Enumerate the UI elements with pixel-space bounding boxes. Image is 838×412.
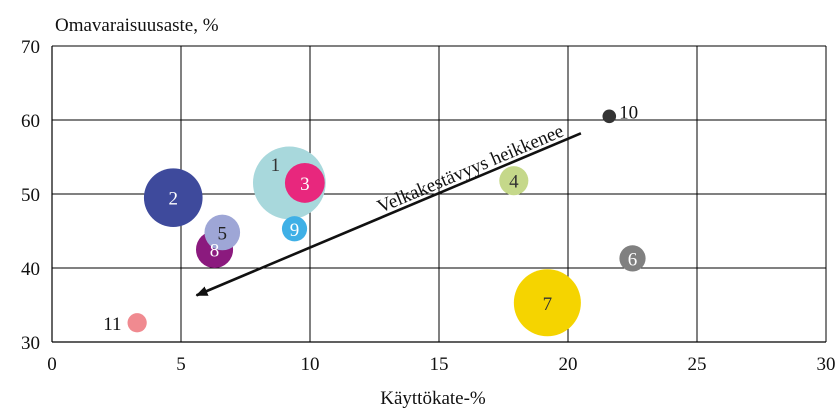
y-tick-label: 40 bbox=[21, 259, 40, 280]
bubble-label-1: 1 bbox=[271, 155, 281, 176]
bubble-series: 1 7 2 3 85 4 6 9 11 10 bbox=[103, 102, 646, 337]
bubble-6 bbox=[619, 245, 646, 272]
y-tick-label: 30 bbox=[21, 333, 40, 354]
annotation-layer: Velkakestävyys heikkenee bbox=[195, 121, 582, 297]
bubble-label-11: 11 bbox=[103, 314, 121, 335]
y-axis-label: Omavaraisuusaste, % bbox=[55, 15, 219, 36]
bubble-7 bbox=[513, 269, 581, 337]
x-tick-label: 5 bbox=[176, 354, 186, 375]
x-tick-label: 30 bbox=[817, 354, 836, 375]
bubble-label-3: 3 bbox=[300, 174, 310, 195]
y-tick-label: 60 bbox=[21, 111, 40, 132]
x-tick-label: 10 bbox=[301, 354, 320, 375]
x-tick-label: 0 bbox=[47, 354, 57, 375]
bubble-11 bbox=[127, 313, 147, 333]
trend-arrow bbox=[195, 132, 582, 297]
trend-annotation: Velkakestävyys heikkenee bbox=[374, 121, 566, 218]
grid-lines bbox=[52, 45, 827, 342]
bubble-3 bbox=[284, 162, 325, 203]
bubble-label-2: 2 bbox=[169, 189, 179, 210]
bubble-10 bbox=[602, 109, 617, 124]
bubble-5 bbox=[204, 214, 241, 251]
x-tick-label: 15 bbox=[430, 354, 449, 375]
x-axis-label: Käyttökate-% bbox=[380, 388, 486, 409]
x-tick-label: 25 bbox=[688, 354, 707, 375]
bubble-label-6: 6 bbox=[628, 249, 638, 270]
bubble-label-7: 7 bbox=[543, 294, 553, 315]
bubble-label-10: 10 bbox=[619, 102, 638, 123]
bubble-label-4: 4 bbox=[509, 172, 519, 193]
bubble-4 bbox=[499, 166, 529, 196]
bubble-9 bbox=[281, 216, 308, 242]
bubble-label-5: 5 bbox=[218, 223, 228, 244]
bubble-2 bbox=[143, 168, 203, 228]
bubble-label-8: 8 bbox=[210, 241, 220, 262]
y-tick-label: 70 bbox=[21, 37, 40, 58]
bubble-label-9: 9 bbox=[290, 220, 300, 241]
x-tick-label: 20 bbox=[559, 354, 578, 375]
y-tick-label: 50 bbox=[21, 185, 40, 206]
